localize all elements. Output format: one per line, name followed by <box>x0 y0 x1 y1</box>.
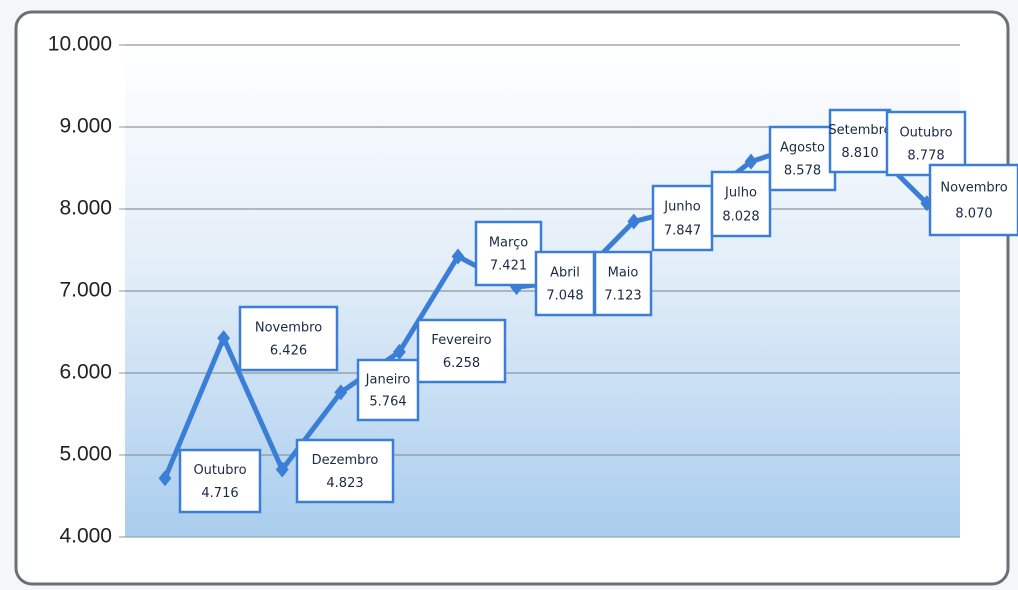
data-label-box <box>651 184 714 252</box>
data-label: Dezembro 4.823 <box>295 438 395 504</box>
value-label: 8.070 <box>955 207 992 222</box>
category-label: Setembro <box>828 123 891 138</box>
y-tick-label: 6.000 <box>59 361 112 384</box>
point-marker <box>393 343 406 360</box>
value-label: 7.847 <box>664 223 701 238</box>
category-label: Agosto <box>780 140 825 155</box>
value-label: 5.764 <box>369 395 406 410</box>
data-label: Setembro 8.810 <box>828 108 892 174</box>
category-label: Dezembro <box>312 453 379 468</box>
data-label-box <box>710 170 772 238</box>
data-label: Maio 7.123 <box>593 250 653 317</box>
point-marker <box>451 248 465 265</box>
category-label: Novembro <box>940 181 1007 196</box>
data-label: Novembro 6.426 <box>238 305 339 372</box>
point-marker <box>744 153 758 170</box>
y-tick-label: 4.000 <box>59 525 112 548</box>
data-label-box <box>768 125 837 192</box>
category-label: Maio <box>608 265 639 280</box>
y-tick-label: 10.000 <box>48 33 112 56</box>
data-label: Julho 8.028 <box>710 170 772 238</box>
labels: Outubro 4.716 Novembro 6.426 Dezembro 4.823 Ja… <box>178 108 1018 514</box>
category-label: Fevereiro <box>431 333 491 348</box>
value-label: 4.716 <box>201 486 238 501</box>
point-marker <box>627 213 641 230</box>
data-label: Outubro 4.716 <box>178 448 262 514</box>
value-label: 7.123 <box>604 289 641 304</box>
data-label-box <box>295 438 395 504</box>
category-label: Outubro <box>193 463 246 478</box>
category-label: Outubro <box>899 125 952 140</box>
data-label: Junho 7.847 <box>651 184 714 252</box>
value-label: 7.421 <box>490 259 527 274</box>
category-label: Abril <box>550 265 580 280</box>
data-label-box <box>356 358 420 422</box>
data-label-box <box>593 250 653 317</box>
value-label: 8.778 <box>907 149 944 164</box>
value-label: 7.048 <box>546 289 583 304</box>
point-marker <box>217 330 230 347</box>
y-tick-label: 7.000 <box>59 279 112 302</box>
value-label: 8.810 <box>841 146 878 161</box>
point-marker <box>334 384 348 401</box>
data-label: Abril 7.048 <box>534 250 596 317</box>
data-label-box <box>928 163 1018 237</box>
category-label: Julho <box>724 186 757 201</box>
data-label: Agosto 8.578 <box>768 125 837 192</box>
category-label: Novembro <box>255 320 322 335</box>
value-label: 6.258 <box>443 356 480 371</box>
category-label: Junho <box>663 200 701 215</box>
data-label-box <box>178 448 262 514</box>
point-marker <box>158 470 172 487</box>
y-tick-label: 9.000 <box>59 115 112 138</box>
data-label: Fevereiro 6.258 <box>416 318 507 384</box>
value-label: 8.028 <box>722 209 759 224</box>
category-label: Março <box>489 235 528 250</box>
data-label-box <box>416 318 507 384</box>
category-label: Janeiro <box>365 372 411 387</box>
data-label: Janeiro 5.764 <box>356 358 420 422</box>
y-tick-label: 8.000 <box>59 197 112 220</box>
value-label: 4.823 <box>326 476 363 491</box>
data-label-box <box>474 220 543 287</box>
data-label: Novembro 8.070 <box>928 163 1018 237</box>
data-label-box <box>238 305 339 372</box>
value-label: 8.578 <box>784 164 821 179</box>
y-tick-label: 5.000 <box>59 443 112 466</box>
data-label-box <box>828 108 892 174</box>
data-label: Março 7.421 <box>474 220 543 287</box>
point-marker <box>275 461 289 478</box>
value-label: 6.426 <box>270 344 307 359</box>
data-label-box <box>534 250 596 317</box>
